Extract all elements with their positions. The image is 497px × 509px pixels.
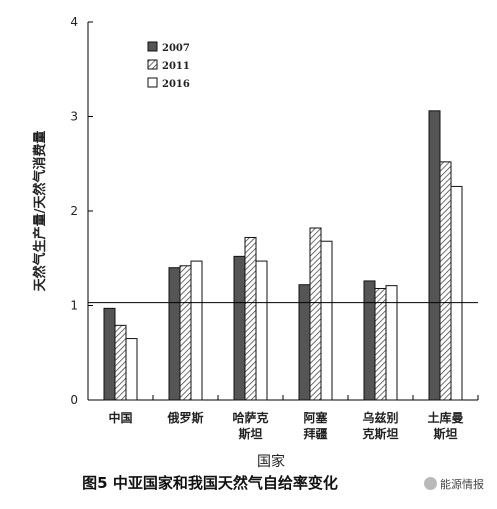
figure-caption: 图5 中亚国家和我国天然气自给率变化 <box>82 474 338 492</box>
category-label: 哈萨克 <box>232 410 268 425</box>
watermark: 能源情报 <box>424 476 484 492</box>
bar-2011-0 <box>114 324 127 401</box>
y-tick-label: 0 <box>70 393 78 407</box>
legend-label-2007: 2007 <box>162 43 190 54</box>
x-axis-title: 国家 <box>257 453 285 470</box>
category-label: 俄罗斯 <box>166 410 203 425</box>
y-tick-label: 4 <box>70 15 78 29</box>
legend-label-2011: 2011 <box>162 61 190 72</box>
category-label: 土库曼 <box>427 410 463 425</box>
y-tick-label: 1 <box>70 299 78 313</box>
category-label: 斯坦 <box>238 426 262 441</box>
bar-2011-1 <box>179 265 192 401</box>
bar-2011-2 <box>244 236 257 401</box>
bar-2007-4 <box>363 280 376 401</box>
bar-2007-5 <box>428 110 441 401</box>
bar-2016-5 <box>450 185 463 401</box>
category-label: 阿塞 <box>303 410 328 425</box>
legend-label-2016: 2016 <box>162 79 190 90</box>
bar-2011-4 <box>374 287 387 401</box>
bar-2016-4 <box>385 285 398 401</box>
y-tick-label: 3 <box>70 110 78 124</box>
category-label: 乌兹别 <box>362 410 398 425</box>
wechat-icon <box>424 477 437 490</box>
bar-2007-0 <box>103 307 116 401</box>
watermark-text: 能源情报 <box>440 478 484 491</box>
category-label: 中国 <box>108 410 132 425</box>
y-axis-title: 天然气生产量/天然气消费量 <box>32 131 48 292</box>
legend-swatch-2016 <box>147 77 158 88</box>
bar-2016-3 <box>320 240 333 401</box>
bar-2016-0 <box>125 338 138 401</box>
legend-swatch-2007 <box>147 41 158 52</box>
legend-swatch-2011 <box>147 59 158 70</box>
category-label: 斯坦 <box>433 426 457 441</box>
y-tick-label: 2 <box>70 204 78 218</box>
bar-2011-3 <box>309 227 322 401</box>
bar-2007-2 <box>233 255 246 401</box>
bar-2016-1 <box>190 260 203 401</box>
bar-2007-1 <box>168 267 181 401</box>
category-label: 拜疆 <box>303 426 327 441</box>
bar-2007-3 <box>298 284 311 401</box>
category-label: 克斯坦 <box>362 426 398 441</box>
bar-2011-5 <box>439 161 452 401</box>
bar-2016-2 <box>255 260 268 401</box>
